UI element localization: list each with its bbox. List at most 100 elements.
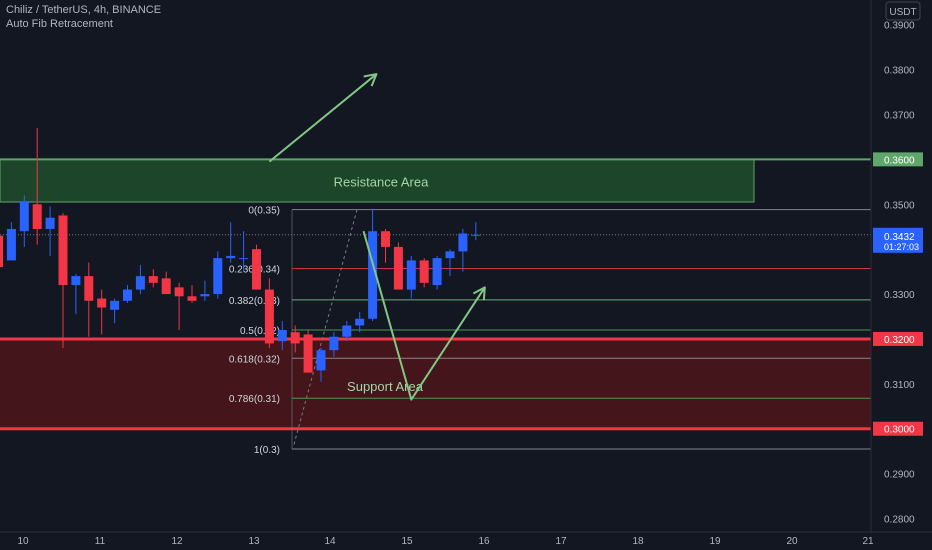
fib-level-label: 0.618(0.32)	[229, 354, 280, 365]
currency-box[interactable]: USDT	[885, 1, 921, 21]
candle-body	[419, 260, 429, 283]
candle[interactable]	[393, 242, 403, 290]
candle-body	[303, 334, 313, 373]
support-price-badge-bg	[873, 331, 923, 346]
candle[interactable]	[161, 271, 171, 295]
candle-body	[32, 204, 42, 229]
candle[interactable]	[432, 255, 442, 290]
candle-body	[213, 258, 223, 295]
price-tick-label: 0.3300	[884, 290, 915, 301]
candle[interactable]	[6, 222, 16, 261]
candle-body	[174, 287, 184, 297]
candle[interactable]	[290, 325, 300, 353]
candle[interactable]	[458, 228, 468, 272]
candle[interactable]	[97, 289, 107, 335]
candle[interactable]	[226, 222, 236, 263]
fib-level-label: 0.786(0.31)	[229, 394, 280, 405]
support-area-label: Support Area	[347, 379, 424, 394]
pullback-arrow-head	[472, 286, 486, 301]
candle[interactable]	[342, 320, 352, 342]
resistance-price-badge-bg	[873, 152, 923, 167]
candle[interactable]	[471, 222, 481, 241]
candle[interactable]	[45, 206, 55, 256]
candle-body	[84, 276, 94, 301]
fib-level-label: 0(0.35)	[248, 206, 280, 217]
fib-level-label: 0.5(0.32)	[240, 326, 280, 337]
candle-body	[0, 235, 3, 268]
candle[interactable]	[316, 347, 326, 382]
candle[interactable]	[445, 249, 455, 277]
candle-body	[445, 251, 455, 259]
candle-body	[329, 336, 339, 351]
fib-trend-line	[293, 209, 358, 445]
candle-body	[381, 231, 390, 247]
candle[interactable]	[381, 228, 390, 263]
time-tick-label: 14	[324, 536, 336, 547]
support-low-price-badge: 0.3000	[873, 421, 923, 436]
candle-body	[290, 332, 300, 344]
candle[interactable]	[277, 320, 287, 351]
candle-body	[97, 298, 107, 308]
candle[interactable]	[148, 269, 158, 288]
candle[interactable]	[264, 278, 274, 348]
candle[interactable]	[187, 285, 197, 304]
price-tick-label: 0.3200	[884, 335, 915, 346]
candle-body	[161, 278, 171, 295]
candle-body	[252, 249, 261, 290]
fib-level-label: 0.382(0.33)	[229, 296, 280, 307]
candle[interactable]	[32, 127, 42, 245]
candle-body	[368, 231, 378, 319]
candle[interactable]	[0, 218, 3, 268]
candle[interactable]	[174, 282, 184, 330]
candle-body	[123, 289, 132, 301]
candle[interactable]	[19, 195, 29, 247]
time-tick-label: 17	[555, 536, 567, 547]
time-tick-label: 16	[478, 536, 490, 547]
time-tick-label: 11	[95, 536, 106, 547]
candle-body	[226, 255, 236, 259]
candle[interactable]	[213, 251, 223, 299]
resistance-zone	[0, 158, 755, 203]
candle[interactable]	[200, 280, 210, 301]
candle-body	[355, 318, 365, 326]
zones-layer: Resistance Area Support Area	[0, 158, 871, 431]
candle-body	[187, 296, 197, 301]
last-price-badge-bg	[873, 227, 923, 253]
candles-layer[interactable]	[0, 127, 481, 382]
candle-body	[458, 233, 468, 252]
candle[interactable]	[58, 213, 68, 348]
candle-body	[406, 260, 416, 290]
candle[interactable]	[419, 258, 429, 288]
candle[interactable]	[123, 285, 132, 304]
price-tick-label: 0.3500	[884, 200, 915, 211]
candle[interactable]	[303, 329, 313, 373]
time-tick-label: 13	[248, 536, 260, 547]
pullback-arrow	[362, 230, 486, 401]
projection-layer	[268, 73, 486, 401]
candle-body	[58, 215, 68, 286]
candle[interactable]	[239, 231, 249, 272]
candle-body	[264, 289, 274, 344]
candle[interactable]	[355, 312, 365, 333]
candle-body	[432, 258, 442, 286]
price-tick-label: 0.3900	[884, 21, 915, 32]
chart-title: Chiliz / TetherUS, 4h, BINANCE	[6, 4, 162, 16]
support-zone	[0, 338, 871, 429]
candle[interactable]	[84, 262, 94, 337]
candle-body	[19, 202, 29, 232]
price-tick-label: 0.2900	[884, 470, 915, 481]
support-price-badge: 0.3200	[873, 331, 923, 346]
candle[interactable]	[135, 264, 145, 295]
candle[interactable]	[252, 244, 261, 290]
candle[interactable]	[71, 273, 81, 315]
candle[interactable]	[406, 255, 416, 299]
candle-body	[71, 276, 81, 286]
candle-body	[200, 294, 210, 297]
fib-layer: 0(0.35)0.236(0.34)0.382(0.33)0.5(0.32)0.…	[0, 206, 871, 456]
candle[interactable]	[110, 298, 120, 324]
fib-level-label: 1(0.3)	[254, 445, 280, 456]
candle[interactable]	[329, 332, 339, 357]
candle-body	[239, 258, 249, 260]
